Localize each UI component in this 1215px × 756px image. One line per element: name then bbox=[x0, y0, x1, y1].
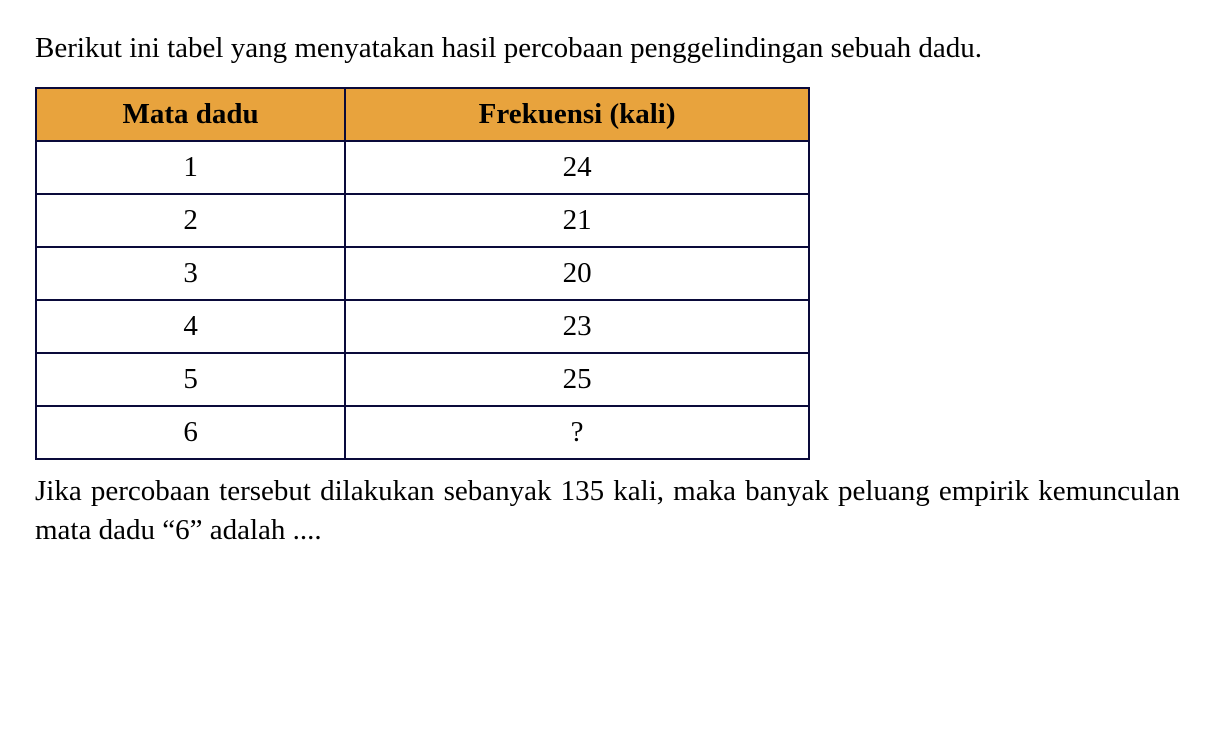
intro-paragraph: Berikut ini tabel yang menyatakan hasil … bbox=[35, 28, 1180, 69]
table-row: 2 21 bbox=[36, 194, 809, 247]
outro-paragraph: Jika percobaan tersebut dilakukan sebany… bbox=[35, 472, 1180, 550]
cell-mata: 5 bbox=[36, 353, 345, 406]
table-row: 4 23 bbox=[36, 300, 809, 353]
table-row: 1 24 bbox=[36, 141, 809, 194]
cell-freq: 24 bbox=[345, 141, 809, 194]
cell-mata: 3 bbox=[36, 247, 345, 300]
cell-mata: 2 bbox=[36, 194, 345, 247]
cell-freq: 21 bbox=[345, 194, 809, 247]
table-row: 6 ? bbox=[36, 406, 809, 459]
cell-mata: 1 bbox=[36, 141, 345, 194]
frequency-table: Mata dadu Frekuensi (kali) 1 24 2 21 3 2… bbox=[35, 87, 810, 460]
table-header-row: Mata dadu Frekuensi (kali) bbox=[36, 88, 809, 141]
table-row: 3 20 bbox=[36, 247, 809, 300]
cell-freq: 20 bbox=[345, 247, 809, 300]
header-frekuensi: Frekuensi (kali) bbox=[345, 88, 809, 141]
cell-mata: 6 bbox=[36, 406, 345, 459]
table-row: 5 25 bbox=[36, 353, 809, 406]
cell-freq: 23 bbox=[345, 300, 809, 353]
cell-mata: 4 bbox=[36, 300, 345, 353]
cell-freq: ? bbox=[345, 406, 809, 459]
cell-freq: 25 bbox=[345, 353, 809, 406]
header-mata-dadu: Mata dadu bbox=[36, 88, 345, 141]
